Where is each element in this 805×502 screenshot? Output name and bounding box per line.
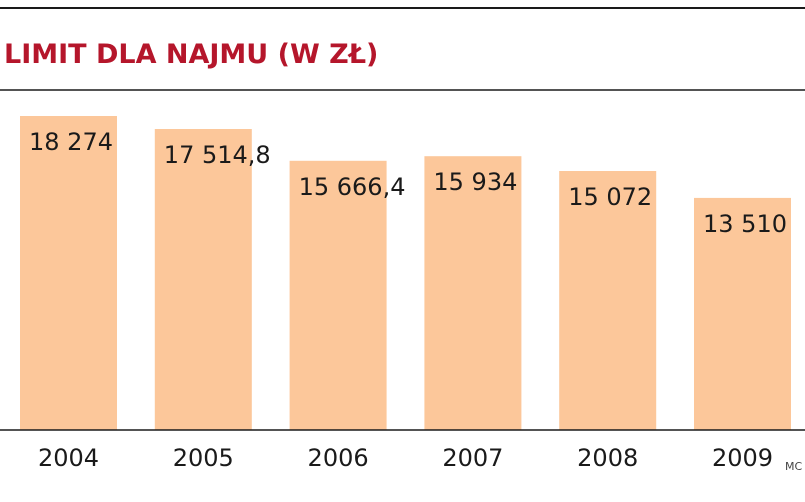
- bar-2008: [559, 171, 657, 430]
- bar-2004: [20, 116, 117, 430]
- bar-2007: [424, 156, 522, 430]
- chart-title: LIMIT DLA NAJMU (W ZŁ): [4, 39, 378, 70]
- value-label-2008: 15 072: [568, 183, 652, 211]
- x-tick-label-2009: 2009: [712, 444, 773, 472]
- value-label-2004: 18 274: [29, 128, 113, 156]
- value-label-2007: 15 934: [433, 168, 517, 196]
- source-mark: MC: [785, 460, 802, 473]
- value-label-2005: 17 514,8: [164, 141, 271, 169]
- bar-2005: [154, 129, 252, 430]
- bar-2009: [694, 197, 791, 430]
- x-tick-label-2007: 2007: [442, 444, 503, 472]
- value-label-2009: 13 510: [703, 210, 787, 238]
- bar-2006: [289, 160, 387, 431]
- bars-layer: 18 274 17 514,8 15 666,4 15 934 15 072 13 510: [20, 116, 791, 431]
- x-tick-label-2004: 2004: [38, 444, 99, 472]
- x-tick-label-2005: 2005: [173, 444, 234, 472]
- value-label-2006: 15 666,4: [299, 173, 406, 201]
- ticks-layer: 2004 2005 2006 2007 2008 2009: [38, 444, 773, 472]
- x-tick-label-2006: 2006: [308, 444, 369, 472]
- x-tick-label-2008: 2008: [577, 444, 638, 472]
